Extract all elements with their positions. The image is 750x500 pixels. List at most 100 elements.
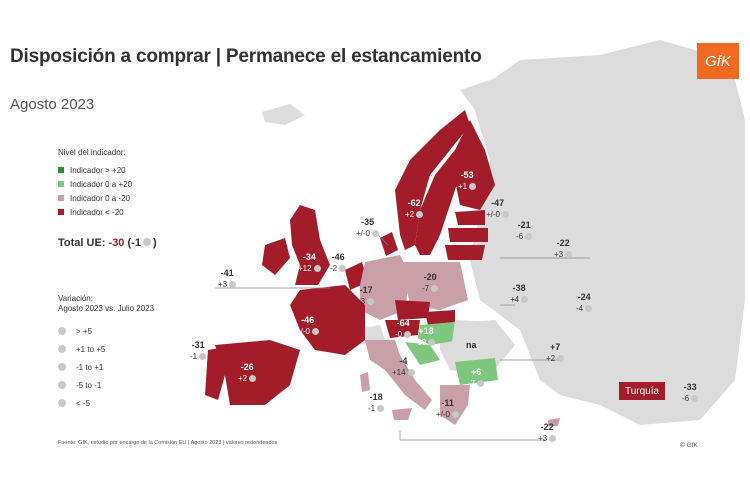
trend-arrow-icon [565, 251, 573, 259]
country-value: -53 [460, 170, 474, 180]
country-value: -46 [301, 315, 315, 325]
legend-item: < -5 [58, 394, 105, 412]
country-change: +3 [538, 433, 557, 444]
country-change: +/-0 [356, 228, 380, 239]
leader-lines [215, 234, 590, 441]
country-label-cyprus: -22 +3 [538, 422, 557, 444]
country-value: -35 [361, 217, 375, 227]
country-label-hungary: +18 10 [417, 326, 436, 348]
trend-arrow-icon [691, 395, 699, 403]
country-spain [215, 340, 300, 405]
country-label-ukraine: -24 -4 [576, 292, 593, 314]
country-ireland [262, 238, 290, 275]
trend-arrow-icon [407, 369, 415, 377]
legend-item: Indicador < -20 [58, 205, 132, 219]
country-label-austria: -64 -0 [395, 318, 412, 340]
country-label-poland: -20 -7 [422, 272, 439, 294]
trend-arrow-icon [452, 411, 460, 419]
footer-source: Fuente: GfK, estudio por encargo de la C… [58, 440, 278, 446]
country-label-estonia: -47 +/-0 [486, 198, 510, 220]
turkey-label: Turquía [619, 382, 665, 400]
legend-item: Indicador > +20 [58, 163, 132, 177]
country-change: +/-0 [436, 409, 460, 420]
country-estonia [455, 210, 485, 225]
trend-arrow-icon [377, 405, 385, 413]
region-gray-north [460, 70, 560, 140]
country-lithuania [445, 245, 485, 260]
country-label-italy: -18 -1 [368, 392, 385, 414]
country-value: -11 [441, 398, 454, 408]
country-label-croatia: -4 +14 [392, 356, 415, 378]
region-gray-iceland [262, 104, 305, 125]
trend-arrow-icon [525, 233, 533, 241]
country-value: -20 [423, 272, 437, 282]
country-label-bulgaria: +6 -7 [468, 367, 485, 389]
trend-arrow-icon [477, 380, 485, 388]
country-change: -7 [468, 378, 485, 389]
country-label-latvia: -21 -6 [516, 220, 533, 242]
country-sweden [415, 150, 460, 255]
trend-arrow-icon [431, 285, 439, 293]
country-label-france: -46 +/-0 [296, 315, 320, 337]
country-value: -4 [399, 356, 408, 366]
country-change: +4 [510, 294, 529, 305]
trend-arrow-icon [229, 281, 237, 289]
country-norway [395, 110, 470, 250]
arrow-right-icon [58, 363, 66, 371]
trend-arrow-icon [199, 353, 207, 361]
trend-arrow-icon [372, 230, 380, 238]
country-label-portugal: -31 -1 [190, 340, 207, 362]
country-czechia [395, 300, 430, 320]
country-label-spain: -26 +2 [238, 362, 257, 384]
country-value: -38 [512, 283, 526, 293]
total-eu: Total UE: -30 (-1) [58, 237, 157, 249]
country-change: 10 [417, 337, 436, 348]
country-change: +/-0 [486, 209, 510, 220]
country-label-turkey: -33 -6 [682, 382, 699, 404]
country-cyprus [548, 418, 560, 426]
variation-legend: > +5 +1 to +5 -1 to +1 -5 to -1 < -5 [58, 322, 105, 412]
region-gray-east [470, 40, 745, 425]
country-change: +14 [392, 367, 415, 378]
country-france [290, 285, 365, 355]
legend-item: -1 to +1 [58, 358, 105, 376]
country-change: +1 [458, 181, 477, 192]
country-value: na [466, 340, 477, 350]
trend-arrow-icon [249, 375, 257, 383]
country-change: +2 [238, 373, 257, 384]
trend-arrow-icon [313, 265, 321, 273]
country-change: -1 [190, 351, 207, 362]
country-label-uk: -34 +12 [298, 252, 321, 274]
country-label-ireland: -41 +3 [218, 268, 237, 290]
country-label-lithuania: -22 +3 [554, 238, 573, 260]
page-subtitle: Agosto 2023 [10, 96, 95, 113]
gfk-logo: GfK [697, 43, 739, 79]
trend-arrow-icon [549, 435, 557, 443]
arrow-up-icon [58, 327, 66, 335]
country-change: -4 [576, 303, 593, 314]
country-label-germany: -17 -3 [358, 285, 375, 307]
country-bulgaria [455, 358, 498, 385]
country-change: -2 [330, 263, 347, 274]
country-change: +2 [546, 353, 565, 364]
country-value: -62 [407, 198, 421, 208]
country-value: -22 [556, 238, 570, 248]
country-portugal [205, 348, 225, 400]
trend-arrow-icon [428, 339, 436, 347]
country-label-czechia: -38 +4 [510, 283, 529, 305]
legend-item: +1 to +5 [58, 340, 105, 358]
country-uk [290, 205, 330, 285]
country-greece [440, 385, 470, 425]
country-italy [365, 340, 432, 410]
trend-arrow-icon [521, 296, 529, 304]
country-latvia [448, 228, 488, 242]
trend-arrow-icon [404, 331, 412, 339]
country-value: +6 [471, 367, 482, 377]
country-sicily [392, 408, 412, 420]
legend-item: > +5 [58, 322, 105, 340]
copyright: © GfK [680, 442, 698, 449]
country-romania [452, 320, 498, 360]
trend-arrow-icon [585, 305, 593, 313]
trend-arrow-icon [339, 265, 347, 273]
country-value: -64 [396, 318, 410, 328]
